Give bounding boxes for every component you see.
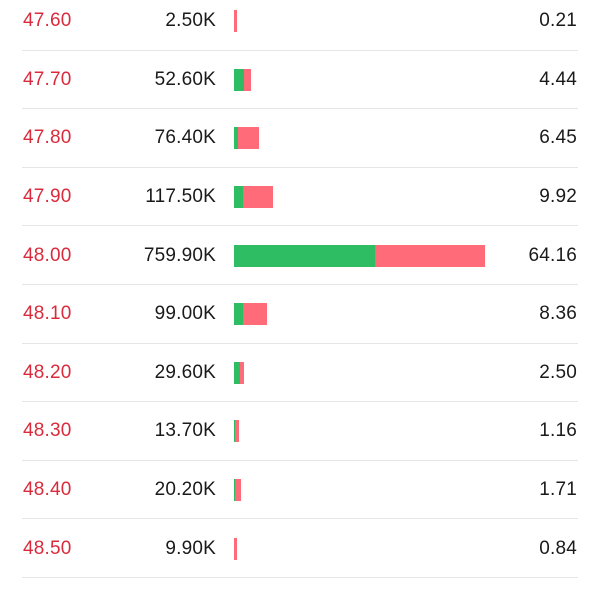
table-row: 48.00 759.90K 64.16 bbox=[22, 226, 578, 285]
volume-value: 759.90K bbox=[143, 244, 216, 266]
table-row: 47.80 76.40K 6.45 bbox=[22, 109, 578, 168]
buy-volume-segment bbox=[234, 303, 243, 326]
volume-percent: 6.45 bbox=[539, 127, 577, 149]
volume-percent: 0.84 bbox=[539, 537, 577, 559]
price-level: 47.80 bbox=[23, 127, 72, 149]
sell-volume-segment bbox=[243, 186, 273, 209]
price-level: 47.90 bbox=[23, 186, 72, 208]
price-level: 47.70 bbox=[23, 68, 72, 90]
buy-volume-segment bbox=[234, 127, 238, 150]
volume-value: 9.90K bbox=[165, 537, 216, 559]
price-level: 48.50 bbox=[23, 537, 72, 559]
sell-volume-segment bbox=[235, 479, 241, 502]
buy-volume-segment bbox=[234, 244, 375, 267]
volume-percent: 64.16 bbox=[528, 244, 577, 266]
buy-volume-segment bbox=[234, 420, 235, 443]
sell-volume-segment bbox=[234, 420, 239, 443]
price-level: 48.10 bbox=[23, 303, 72, 325]
volume-value: 20.20K bbox=[154, 479, 216, 501]
table-row: 48.10 99.00K 8.36 bbox=[22, 285, 578, 344]
table-row: 48.50 9.90K 0.84 bbox=[22, 519, 578, 578]
volume-value: 52.60K bbox=[154, 68, 216, 90]
sell-volume-segment bbox=[243, 68, 252, 91]
volume-value: 117.50K bbox=[145, 186, 216, 208]
buy-volume-segment bbox=[234, 186, 244, 209]
volume-percent: 9.92 bbox=[539, 186, 577, 208]
buy-volume-segment bbox=[234, 361, 240, 384]
volume-percent: 2.50 bbox=[539, 361, 577, 383]
price-level: 48.00 bbox=[23, 244, 72, 266]
sell-volume-segment bbox=[237, 127, 260, 150]
volume-bar bbox=[234, 244, 485, 267]
volume-value: 13.70K bbox=[154, 420, 216, 442]
volume-bar bbox=[234, 127, 260, 150]
sell-volume-segment bbox=[234, 537, 238, 560]
volume-bar bbox=[234, 361, 244, 384]
buy-volume-segment bbox=[234, 479, 236, 502]
volume-bar bbox=[234, 68, 252, 91]
sell-volume-segment bbox=[374, 244, 485, 267]
buy-volume-segment bbox=[234, 68, 244, 91]
price-level: 47.60 bbox=[23, 10, 72, 32]
table-row: 48.40 20.20K 1.71 bbox=[22, 461, 578, 520]
volume-percent: 8.36 bbox=[539, 303, 577, 325]
volume-bar bbox=[234, 303, 267, 326]
volume-percent: 4.44 bbox=[539, 68, 577, 90]
sell-volume-segment bbox=[242, 303, 267, 326]
volume-value: 2.50K bbox=[165, 10, 216, 32]
table-row: 47.60 2.50K 0.21 bbox=[22, 0, 578, 51]
table-row: 48.30 13.70K 1.16 bbox=[22, 402, 578, 461]
volume-bar bbox=[234, 10, 237, 33]
volume-value: 99.00K bbox=[154, 303, 216, 325]
table-row: 47.70 52.60K 4.44 bbox=[22, 51, 578, 110]
volume-value: 29.60K bbox=[154, 361, 216, 383]
table-row: 47.90 117.50K 9.92 bbox=[22, 168, 578, 227]
volume-percent: 1.16 bbox=[539, 420, 577, 442]
table-row: 48.20 29.60K 2.50 bbox=[22, 344, 578, 403]
volume-bar bbox=[234, 186, 273, 209]
volume-bar bbox=[234, 420, 239, 443]
price-level: 48.20 bbox=[23, 361, 72, 383]
price-level: 48.40 bbox=[23, 479, 72, 501]
volume-bar bbox=[234, 479, 241, 502]
sell-volume-segment bbox=[234, 10, 237, 33]
sell-volume-segment bbox=[239, 361, 244, 384]
volume-percent: 1.71 bbox=[539, 479, 577, 501]
price-level: 48.30 bbox=[23, 420, 72, 442]
volume-percent: 0.21 bbox=[539, 10, 577, 32]
volume-value: 76.40K bbox=[154, 127, 216, 149]
volume-bar bbox=[234, 537, 238, 560]
